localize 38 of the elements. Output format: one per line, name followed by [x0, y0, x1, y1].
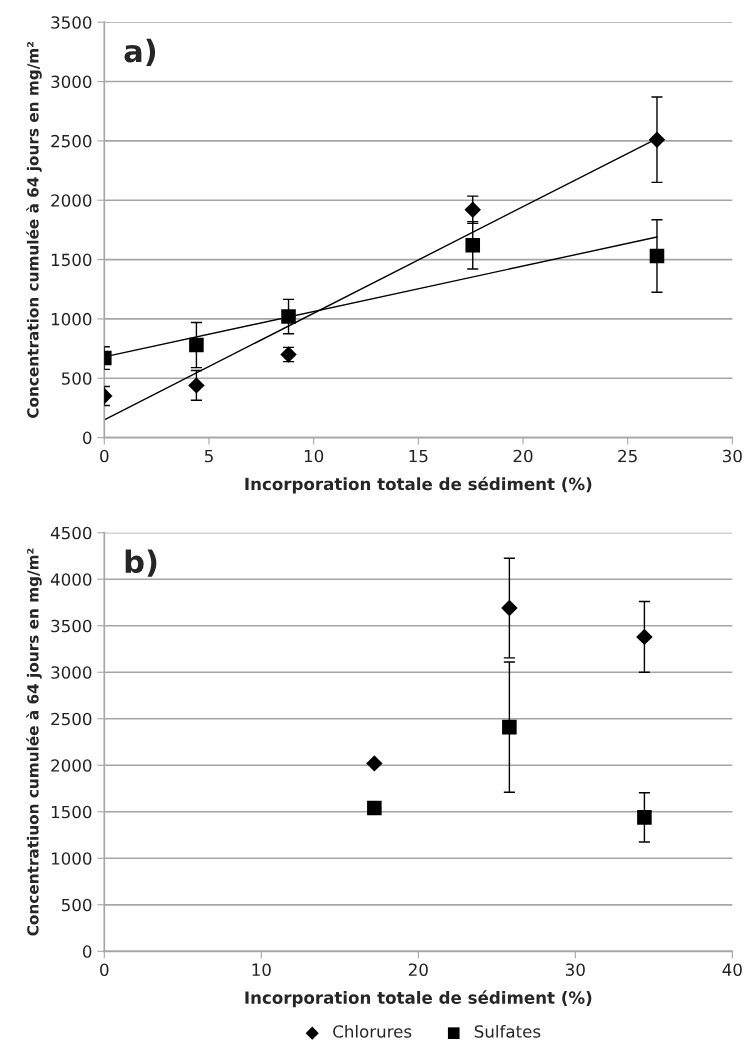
x-tick-label: 10 — [252, 963, 271, 977]
y-axis-title: Concentratiuon cumulée à 64 jours en mg/m² — [26, 548, 42, 936]
x-tick-label: 5 — [204, 449, 213, 463]
y-tick-label: 2000 — [51, 759, 92, 772]
x-axis-title: Incorporation totale de sédiment (%) — [245, 990, 592, 1008]
x-tick-label: 15 — [409, 449, 428, 463]
y-tick-label: 3000 — [51, 75, 92, 89]
annotation: a) — [124, 38, 156, 67]
legend-label: Sulfates — [474, 1024, 541, 1038]
x-tick-label: 30 — [565, 963, 585, 977]
x-tick-label: 25 — [618, 449, 637, 463]
legend-label: Chlorures — [333, 1024, 412, 1038]
y-tick-label: 2500 — [51, 134, 92, 148]
x-tick-label: 40 — [722, 963, 742, 977]
y-tick-label: 1000 — [51, 852, 92, 865]
y-tick-label: 0 — [82, 431, 92, 445]
x-tick-label: 20 — [408, 963, 428, 977]
y-tick-label: 0 — [82, 945, 92, 958]
x-tick-label: 10 — [304, 449, 324, 463]
y-tick-label: 3500 — [51, 619, 92, 633]
x-axis-title: Incorporation totale de sédiment (%) — [245, 476, 592, 494]
y-tick-label: 4500 — [50, 526, 92, 540]
x-tick-label: 30 — [723, 449, 742, 463]
y-tick-label: 3000 — [51, 666, 92, 679]
y-tick-label: 1500 — [51, 805, 92, 819]
x-tick-label: 20 — [513, 449, 533, 463]
y-tick-label: 1000 — [51, 312, 92, 326]
x-tick-label: 0 — [100, 449, 109, 463]
y-tick-label: 3500 — [51, 16, 92, 29]
y-tick-label: 500 — [61, 898, 92, 912]
y-tick-label: 2500 — [51, 712, 92, 726]
y-tick-label: 2000 — [51, 194, 92, 207]
y-axis-title: Concentration cumulée à 64 jours en mg/m² — [26, 41, 42, 418]
y-tick-label: 1500 — [51, 253, 92, 267]
x-tick-label: 0 — [100, 963, 109, 977]
y-tick-label: 500 — [61, 372, 92, 385]
y-tick-label: 4000 — [50, 573, 92, 586]
annotation: b) — [125, 549, 157, 577]
